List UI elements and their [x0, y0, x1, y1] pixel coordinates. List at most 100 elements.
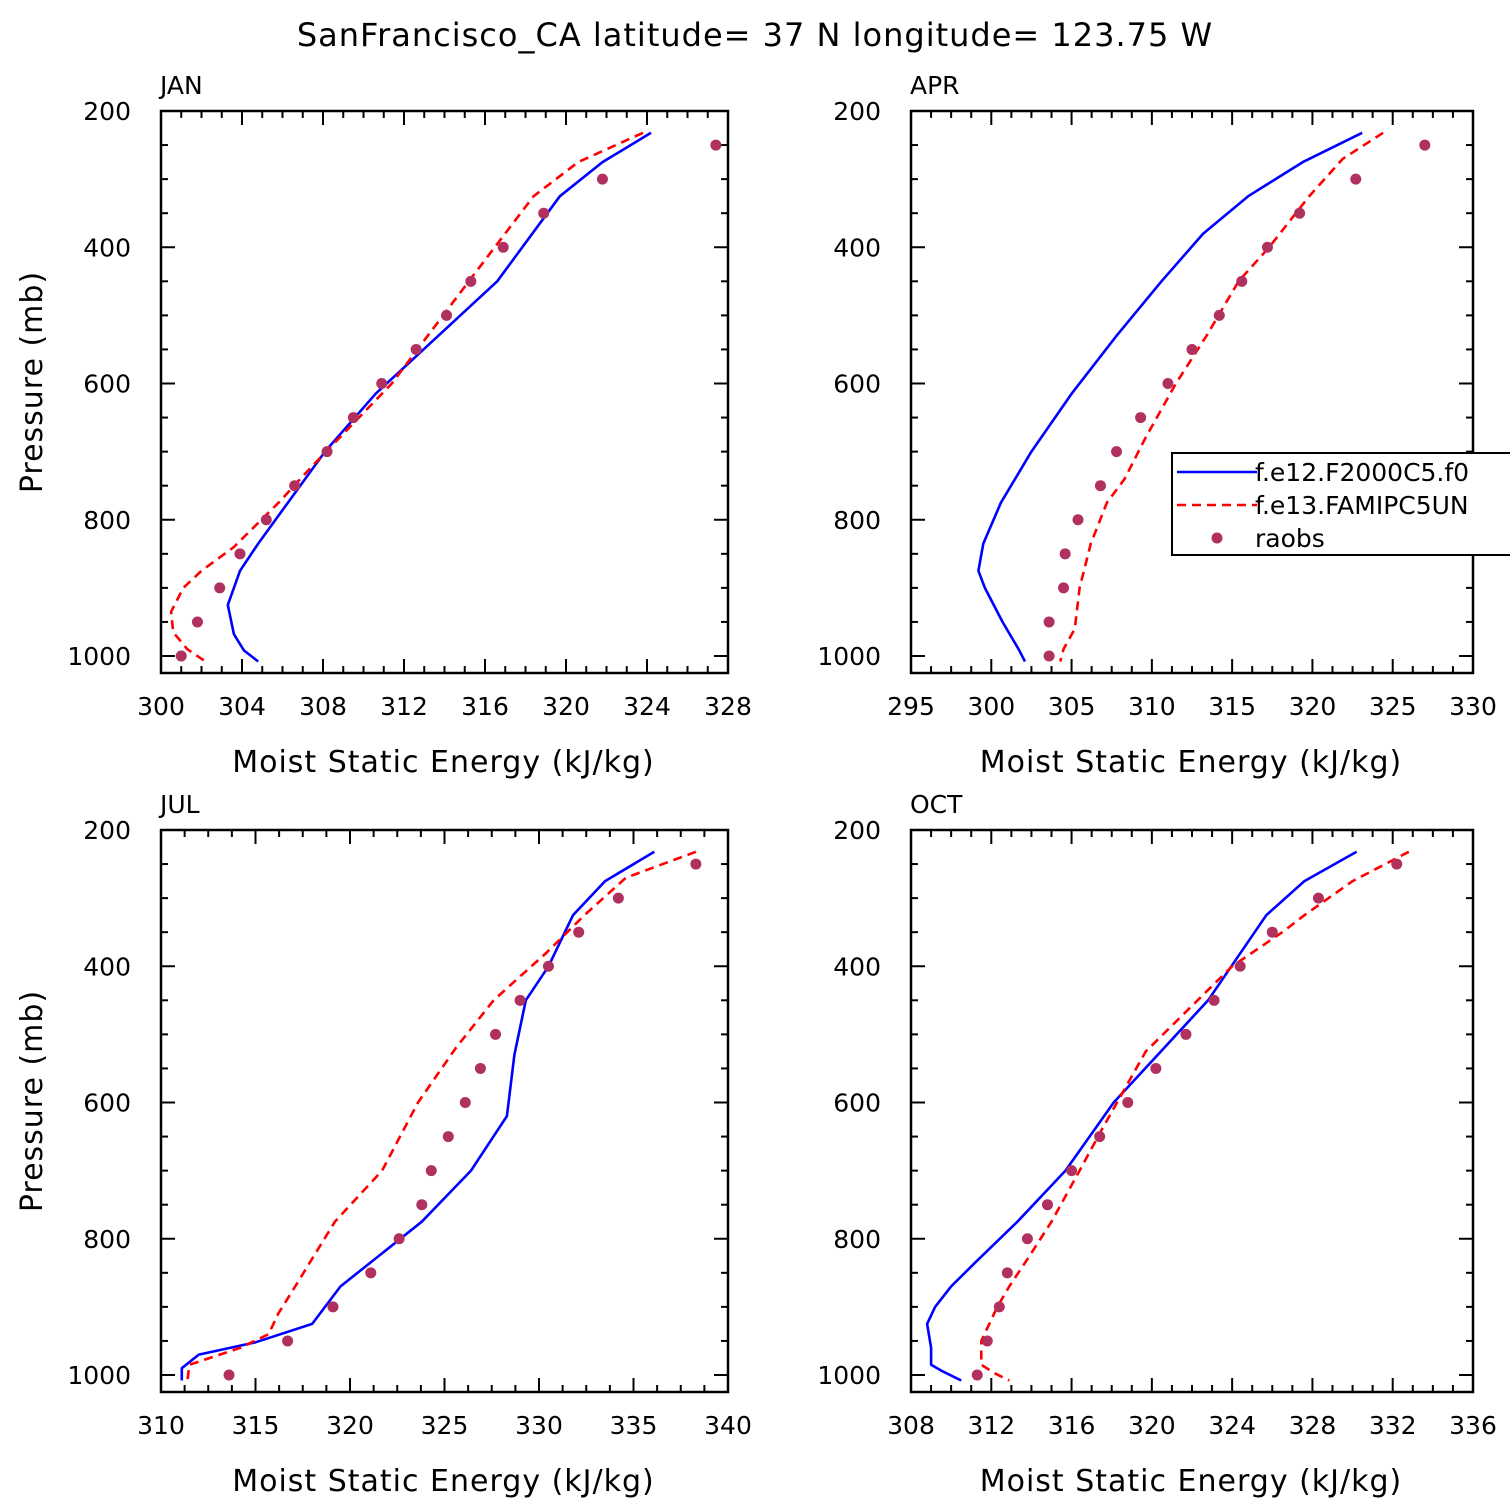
series-group: [180, 850, 702, 1381]
raobs-point: [1236, 275, 1248, 287]
x-tick-label: 315: [1208, 692, 1256, 721]
x-tick-label: 310: [1128, 692, 1176, 721]
raobs-point: [191, 616, 203, 628]
raobs-point: [289, 480, 301, 492]
raobs-point: [321, 446, 333, 458]
raobs-point: [223, 1369, 235, 1381]
raobs-point: [1419, 139, 1431, 151]
series-line-f2000c5: [180, 850, 655, 1381]
raobs-point: [538, 207, 550, 219]
x-axis-label: Moist Static Energy (kJ/kg): [980, 1464, 1403, 1499]
raobs-point: [514, 994, 526, 1006]
raobs-point: [234, 548, 246, 560]
plot-frame: [159, 109, 730, 675]
y-tick-label: 600: [833, 370, 881, 399]
x-tick-label: 340: [704, 1411, 752, 1440]
x-tick-label: 304: [218, 692, 266, 721]
legend-label: f.e12.F2000C5.f0: [1255, 458, 1469, 487]
raobs-point: [1261, 241, 1273, 253]
y-tick-label: 800: [83, 1225, 131, 1254]
raobs-point: [612, 892, 624, 904]
x-tick-label: 315: [232, 1411, 280, 1440]
raobs-point: [425, 1165, 437, 1177]
y-tick-label: 400: [833, 233, 881, 262]
raobs-point: [1111, 446, 1123, 458]
x-tick-label: 308: [887, 1411, 935, 1440]
raobs-point: [1043, 650, 1055, 662]
raobs-point: [993, 1301, 1005, 1313]
x-tick-label: 310: [137, 1411, 185, 1440]
raobs-point: [596, 173, 608, 185]
y-tick-label: 1000: [817, 1361, 881, 1390]
x-tick-label: 330: [515, 1411, 563, 1440]
raobs-point: [214, 582, 226, 594]
panel-oct: 308 312 316 320 324 328 332 336 200 400 600 800 1000…: [817, 790, 1496, 1499]
raobs-point: [497, 241, 509, 253]
y-tick-label: 600: [83, 370, 131, 399]
raobs-point: [542, 960, 554, 972]
raobs-point: [690, 858, 702, 870]
x-tick-label: 312: [380, 692, 428, 721]
panel-apr: 295 300 305 310 315 320 325 330 200 400 600 800 1000…: [817, 71, 1496, 780]
raobs-point: [282, 1335, 294, 1347]
legend: f.e12.F2000C5.f0 f.e13.FAMIPC5UN raobs: [1171, 452, 1510, 556]
x-tick-label: 325: [421, 1411, 469, 1440]
raobs-point: [1150, 1062, 1162, 1074]
y-tick-label: 400: [83, 233, 131, 262]
legend-box: [1171, 452, 1510, 556]
raobs-point: [1094, 1131, 1106, 1143]
legend-marker-raobs: [1211, 532, 1223, 544]
panel-title-oct: OCT: [910, 790, 963, 819]
x-axis-label: Moist Static Energy (kJ/kg): [980, 745, 1403, 780]
series-line-f2000c5: [226, 131, 652, 663]
series-line-famipc5: [186, 850, 697, 1381]
raobs-point: [1021, 1233, 1033, 1245]
y-tick-label: 800: [833, 506, 881, 535]
raobs-point: [1213, 309, 1225, 321]
y-tick-label: 800: [83, 506, 131, 535]
raobs-point: [1058, 582, 1070, 594]
x-tick-label: 324: [1208, 1411, 1256, 1440]
x-axis-label: Moist Static Energy (kJ/kg): [232, 1464, 655, 1499]
series-line-famipc5: [1059, 131, 1384, 662]
plot-frame: [159, 828, 730, 1394]
raobs-point: [410, 343, 422, 355]
y-tick-label: 400: [833, 952, 881, 981]
y-tick-label: 200: [83, 97, 131, 126]
raobs-point: [1312, 892, 1324, 904]
raobs-point: [442, 1131, 454, 1143]
raobs-point: [1043, 616, 1055, 628]
x-tick-label: 325: [1369, 692, 1417, 721]
legend-label: raobs: [1255, 524, 1325, 553]
raobs-point: [971, 1369, 983, 1381]
raobs-point: [1094, 480, 1106, 492]
y-tick-label: 600: [833, 1089, 881, 1118]
raobs-point: [1208, 994, 1220, 1006]
x-tick-label: 305: [1048, 692, 1096, 721]
y-axis-label: Pressure (mb): [15, 990, 50, 1212]
raobs-point: [1162, 378, 1174, 389]
raobs-point: [490, 1028, 502, 1040]
panel-title-jul: JUL: [158, 790, 200, 819]
series-line-f2000c5: [977, 131, 1363, 663]
raobs-point: [1391, 858, 1403, 870]
y-axis-label: Pressure (mb): [15, 271, 50, 493]
y-tick-label: 200: [833, 816, 881, 845]
x-tick-label: 308: [299, 692, 347, 721]
y-tick-label: 1000: [67, 642, 131, 671]
raobs-point: [416, 1199, 428, 1211]
raobs-point: [710, 139, 722, 151]
x-tick-label: 300: [967, 692, 1015, 721]
y-tick-label: 1000: [817, 642, 881, 671]
y-tick-label: 200: [83, 816, 131, 845]
x-tick-label: 332: [1369, 1411, 1417, 1440]
x-tick-label: 328: [1289, 1411, 1337, 1440]
panel-title-apr: APR: [910, 71, 960, 100]
x-axis-label: Moist Static Energy (kJ/kg): [232, 745, 655, 780]
raobs-point: [1135, 412, 1147, 424]
raobs-point: [327, 1301, 339, 1313]
raobs-point: [393, 1233, 405, 1245]
raobs-point: [1001, 1267, 1013, 1279]
x-tick-label: 324: [623, 692, 671, 721]
